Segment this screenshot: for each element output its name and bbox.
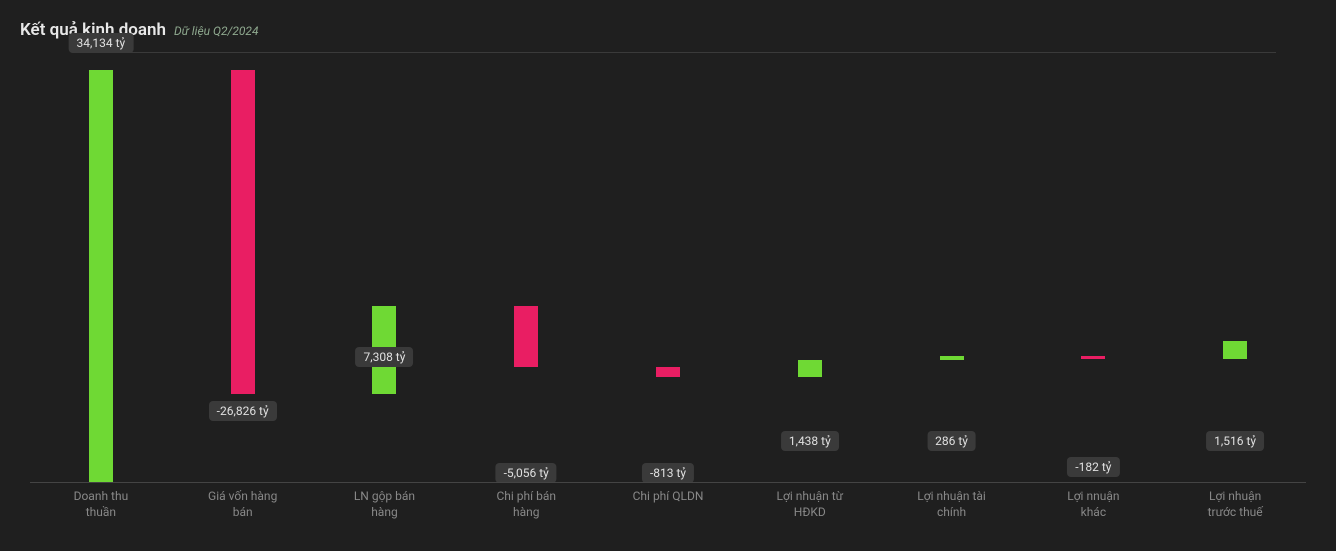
bar-column[interactable]: 7,308 tỷ	[314, 53, 456, 483]
value-badge: 286 tỷ	[927, 431, 976, 451]
chart-container: Kết quả kinh doanh Dữ liệu Q2/2024 34,13…	[0, 0, 1336, 551]
x-axis-label: Doanh thuthuần	[30, 489, 172, 520]
bar-positive[interactable]	[89, 70, 113, 483]
baseline	[30, 482, 1306, 483]
bar-column[interactable]: -26,826 tỷ	[172, 53, 314, 483]
value-badge: -813 tỷ	[642, 463, 694, 483]
value-badge: -182 tỷ	[1067, 457, 1119, 477]
chart-subtitle: Dữ liệu Q2/2024	[174, 24, 259, 38]
x-axis-label: Chi phí QLDN	[597, 489, 739, 520]
value-badge: 7,308 tỷ	[355, 347, 413, 367]
value-badge: 1,516 tỷ	[1206, 431, 1264, 451]
value-badge: -5,056 tỷ	[496, 463, 557, 483]
bar-column[interactable]: 1,438 tỷ	[739, 53, 881, 483]
x-axis-label: Giá vốn hàngbán	[172, 489, 314, 520]
bar-column[interactable]: -813 tỷ	[597, 53, 739, 483]
bar-column[interactable]: -5,056 tỷ	[455, 53, 597, 483]
bar-columns: 34,134 tỷ -26,826 tỷ 7,308 tỷ -5,056 tỷ -813…	[30, 53, 1306, 483]
bar-negative[interactable]	[656, 367, 680, 377]
x-axis-label: Lợi nhuận từHĐKD	[739, 489, 881, 520]
value-badge: 1,438 tỷ	[781, 431, 839, 451]
x-axis-label: Lợi nnuậnkhác	[1022, 489, 1164, 520]
bar-negative[interactable]	[1081, 356, 1105, 359]
x-axis-label: Lợi nhuậntrước thuế	[1164, 489, 1306, 520]
chart-plot-area: 34,134 tỷ -26,826 tỷ 7,308 tỷ -5,056 tỷ -813…	[30, 53, 1306, 483]
x-axis-label: Lợi nhuận tàichính	[881, 489, 1023, 520]
chart-header: Kết quả kinh doanh Dữ liệu Q2/2024	[20, 20, 1316, 40]
x-axis-label: Chi phí bánhàng	[455, 489, 597, 520]
bar-column[interactable]: 286 tỷ	[881, 53, 1023, 483]
x-axis-labels: Doanh thuthuầnGiá vốn hàngbánLN gộp bánh…	[30, 489, 1306, 520]
value-badge: 34,134 tỷ	[69, 33, 134, 53]
x-axis-label: LN gộp bánhàng	[314, 489, 456, 520]
bar-column[interactable]: 34,134 tỷ	[30, 53, 172, 483]
bar-column[interactable]: 1,516 tỷ	[1164, 53, 1306, 483]
bar-column[interactable]: -182 tỷ	[1022, 53, 1164, 483]
bar-positive[interactable]	[1223, 341, 1247, 359]
bar-negative[interactable]	[231, 70, 255, 394]
bar-negative[interactable]	[514, 306, 538, 367]
value-badge: -26,826 tỷ	[209, 401, 277, 421]
bar-positive[interactable]	[798, 360, 822, 377]
bar-positive[interactable]	[940, 356, 964, 360]
